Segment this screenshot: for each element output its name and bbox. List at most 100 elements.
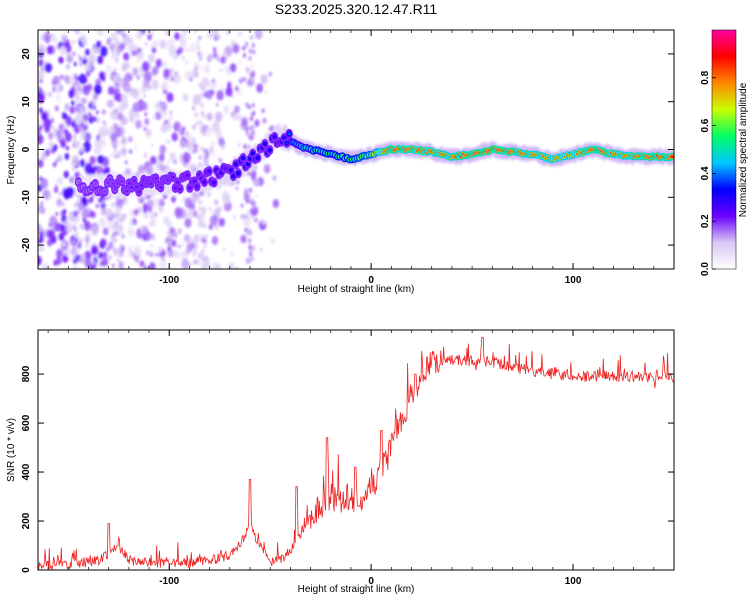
noise-blob [41, 111, 49, 122]
noise-blob [116, 30, 120, 34]
noise-blob [65, 146, 70, 151]
noise-blob [235, 86, 239, 92]
noise-blob [166, 159, 171, 164]
noise-blob [120, 99, 128, 111]
noise-streak [116, 74, 120, 80]
noise-blob [201, 77, 210, 88]
noise-blob [130, 91, 135, 97]
noise-streak [249, 208, 253, 214]
noise-blob [263, 164, 271, 174]
noise-blob [63, 170, 69, 179]
noise-blob [98, 251, 104, 259]
noise-blob [164, 121, 172, 132]
noise-blob [81, 159, 85, 164]
noise-streak [118, 262, 122, 268]
noise-blob [123, 82, 131, 93]
noise-streak [244, 195, 248, 201]
noise-blob [38, 92, 45, 104]
noise-blob [38, 119, 42, 126]
noise-blob [158, 160, 161, 165]
noise-blob [209, 215, 218, 227]
noise-blob [55, 158, 59, 163]
noise-blob [64, 103, 70, 111]
noise-blob [238, 143, 241, 147]
colorbar-scale [711, 29, 737, 270]
noise-streak [250, 35, 254, 41]
noise-blob [83, 141, 91, 153]
noise-blob [96, 30, 101, 36]
noise-blob [88, 57, 92, 63]
spectrogram-xlabel: Height of straight line (km) [298, 284, 415, 295]
noise-streak [111, 49, 115, 55]
noise-blob [208, 224, 213, 230]
noise-blob [210, 209, 213, 213]
snr-ytick-label: 400 [21, 463, 32, 480]
noise-streak [249, 116, 253, 122]
noise-blob [177, 228, 182, 234]
noise-streak [118, 77, 122, 83]
noise-streak [120, 119, 124, 125]
noise-blob [147, 56, 151, 60]
snr-xtick-label: 0 [368, 576, 374, 587]
noise-blob [173, 250, 180, 259]
noise-blob [253, 177, 260, 187]
noise-blob [185, 60, 189, 65]
colorbar-tick-label: 0.6 [700, 118, 711, 132]
noise-blob [173, 73, 181, 84]
noise-blob [106, 208, 113, 217]
noise-blob [161, 60, 167, 69]
noise-blob [167, 38, 175, 49]
noise-blob [47, 229, 56, 240]
noise-blob [238, 114, 243, 121]
noise-streak [251, 42, 255, 48]
noise-streak [71, 161, 75, 167]
noise-streak [245, 126, 249, 132]
noise-blob [270, 237, 275, 245]
noise-blob [169, 151, 176, 161]
noise-streak [118, 245, 122, 251]
noise-streak [78, 125, 82, 131]
noise-streak [198, 55, 202, 61]
noise-blob [140, 101, 147, 111]
noise-blob [40, 178, 48, 189]
noise-blob [261, 108, 265, 114]
noise-blob [102, 227, 109, 236]
noise-streak [116, 231, 120, 237]
noise-blob [163, 68, 171, 78]
ridge-peak [193, 179, 197, 183]
noise-streak [80, 106, 84, 112]
noise-blob [172, 239, 177, 245]
noise-blob [217, 136, 225, 146]
noise-blob [200, 206, 207, 215]
noise-blob [219, 68, 222, 73]
noise-streak [120, 261, 124, 267]
noise-blob [235, 266, 238, 269]
noise-blob [90, 259, 95, 265]
colorbar: 0.0 0.2 0.4 0.6 0.8 Normalized spectral ampl… [700, 29, 749, 276]
noise-streak [74, 160, 78, 166]
ridge-peak [176, 180, 180, 184]
noise-blob [109, 153, 113, 158]
snr-layer [38, 336, 674, 570]
noise-blob [149, 221, 153, 227]
noise-blob [128, 250, 134, 257]
noise-blob [174, 126, 177, 130]
noise-blob [90, 115, 96, 123]
noise-streak [114, 213, 118, 219]
noise-blob [95, 204, 99, 209]
spectrogram-ylabel: Frequency (Hz) [6, 116, 17, 185]
noise-streak [111, 54, 115, 60]
noise-blob [92, 93, 99, 101]
noise-blob [217, 156, 221, 161]
noise-blob [57, 154, 63, 163]
noise-blob [38, 235, 44, 243]
noise-blob [181, 55, 185, 61]
noise-blob [145, 250, 150, 256]
noise-blob [62, 202, 65, 206]
noise-blob [212, 154, 215, 158]
noise-blob [93, 165, 98, 172]
noise-blob [165, 30, 170, 36]
noise-blob [84, 78, 88, 83]
noise-blob [62, 241, 67, 248]
